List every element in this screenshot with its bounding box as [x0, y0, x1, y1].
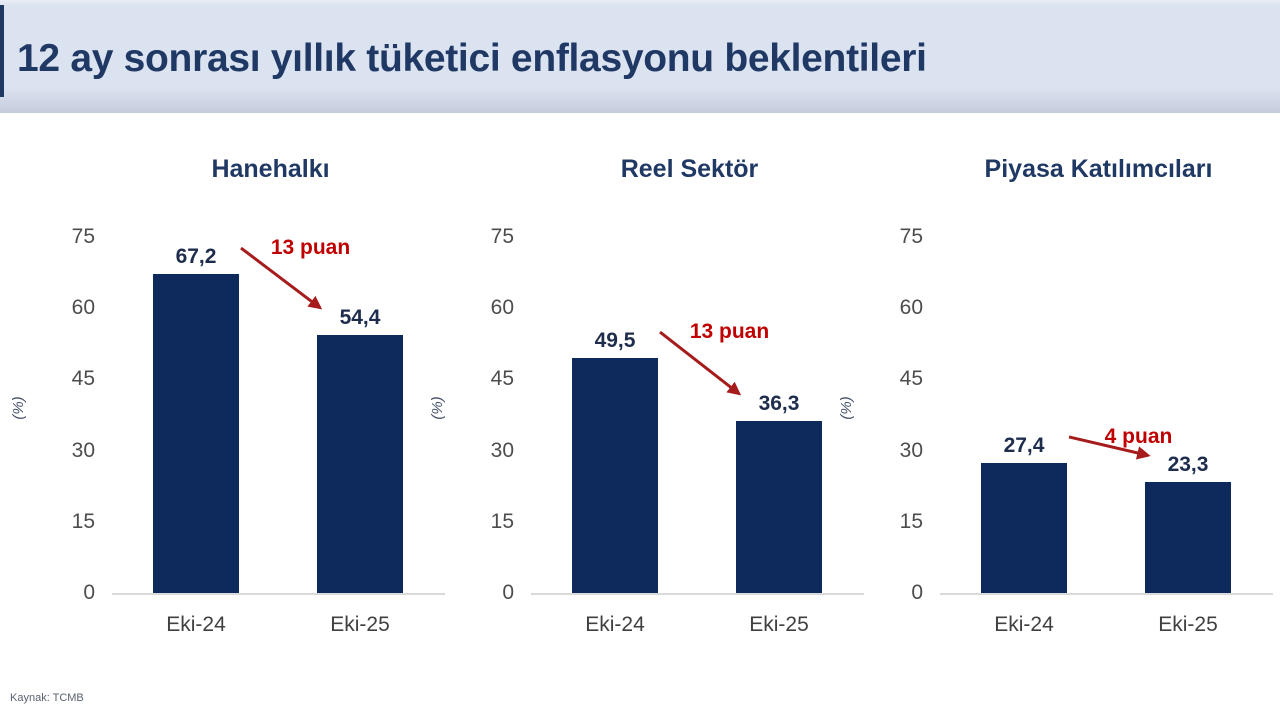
bar-eki25: [317, 334, 403, 593]
y-tick: 75: [71, 225, 95, 248]
y-tick: 60: [490, 296, 514, 319]
source-note: Kaynak: TCMB: [10, 692, 84, 704]
y-tick: 60: [71, 296, 95, 319]
y-tick: 0: [83, 581, 95, 604]
y-tick: 45: [71, 367, 95, 390]
y-tick: 15: [490, 510, 514, 533]
bar-eki24: [981, 462, 1067, 593]
chart-panel-piyasa-katilimcilari: Piyasa Katılımcıları (%) 75 60 45 30 15 …: [828, 155, 1276, 685]
plot-area: 13 puan 67,2 54,4: [112, 236, 445, 595]
y-tick: 15: [899, 510, 923, 533]
y-axis-ticks: 75 60 45 30 15 0: [0, 226, 95, 604]
change-annotation: 13 puan: [689, 320, 770, 344]
bar-eki24: [572, 358, 658, 593]
x-tick: Eki-24: [166, 613, 226, 636]
x-tick: Eki-25: [1158, 613, 1218, 636]
change-annotation: 13 puan: [270, 236, 351, 260]
x-tick: Eki-25: [749, 613, 809, 636]
y-tick: 60: [899, 296, 923, 319]
decrease-arrow-icon: [659, 330, 742, 396]
bar-group-eki24: 27,4: [981, 237, 1067, 593]
x-tick: Eki-24: [585, 613, 645, 636]
bar-value-label: 67,2: [175, 245, 217, 269]
y-tick: 0: [502, 581, 514, 604]
chart-panel-reel-sektor: Reel Sektör (%) 75 60 45 30 15 0 13 puan…: [419, 155, 867, 685]
chart-title: Hanehalkı: [211, 155, 330, 183]
plot-area: 13 puan 49,5 36,3: [531, 237, 864, 595]
y-tick: 45: [490, 367, 514, 390]
y-tick: 15: [71, 510, 95, 533]
plot-area: 4 puan 27,4 23,3: [940, 237, 1273, 595]
change-annotation: 4 puan: [1104, 424, 1173, 448]
y-tick: 75: [490, 225, 514, 248]
y-tick: 30: [899, 439, 923, 462]
x-axis-labels: Eki-24 Eki-25: [940, 613, 1273, 639]
x-axis-labels: Eki-24 Eki-25: [112, 613, 445, 639]
bar-group-eki25: 23,3: [1145, 237, 1231, 593]
x-tick: Eki-25: [330, 613, 390, 636]
bar-eki25: [736, 420, 822, 593]
x-axis-labels: Eki-24 Eki-25: [531, 613, 864, 639]
bar-value-label: 27,4: [1003, 433, 1045, 457]
y-tick: 75: [899, 225, 923, 248]
y-tick: 30: [490, 439, 514, 462]
y-axis-ticks: 75 60 45 30 15 0: [828, 226, 923, 604]
bar-value-label: 36,3: [758, 391, 800, 415]
chart-panel-hanehalki: Hanehalkı (%) 75 60 45 30 15 0 13 puan 6…: [0, 155, 448, 685]
y-axis-ticks: 75 60 45 30 15 0: [419, 226, 514, 604]
y-tick: 45: [899, 367, 923, 390]
chart-title: Piyasa Katılımcıları: [984, 155, 1213, 183]
bar-group-eki24: 67,2: [153, 237, 239, 593]
bar-group-eki25: 36,3: [736, 237, 822, 593]
decrease-arrow-icon: [240, 246, 323, 310]
y-tick: 30: [71, 439, 95, 462]
decrease-arrow-icon: [1068, 435, 1151, 460]
bar-value-label: 23,3: [1167, 453, 1209, 477]
bar-value-label: 49,5: [594, 329, 636, 353]
x-tick: Eki-24: [994, 613, 1054, 636]
bar-eki24: [153, 274, 239, 593]
page-title: 12 ay sonrası yıllık tüketici enflasyonu…: [17, 37, 927, 80]
bar-group-eki24: 49,5: [572, 237, 658, 593]
bar-value-label: 54,4: [339, 305, 381, 329]
slide-header: 12 ay sonrası yıllık tüketici enflasyonu…: [0, 0, 1280, 113]
bar-group-eki25: 54,4: [317, 237, 403, 593]
header-accent-bar: [0, 5, 4, 97]
chart-title: Reel Sektör: [620, 155, 759, 183]
y-tick: 0: [911, 581, 923, 604]
bar-eki25: [1145, 482, 1231, 593]
